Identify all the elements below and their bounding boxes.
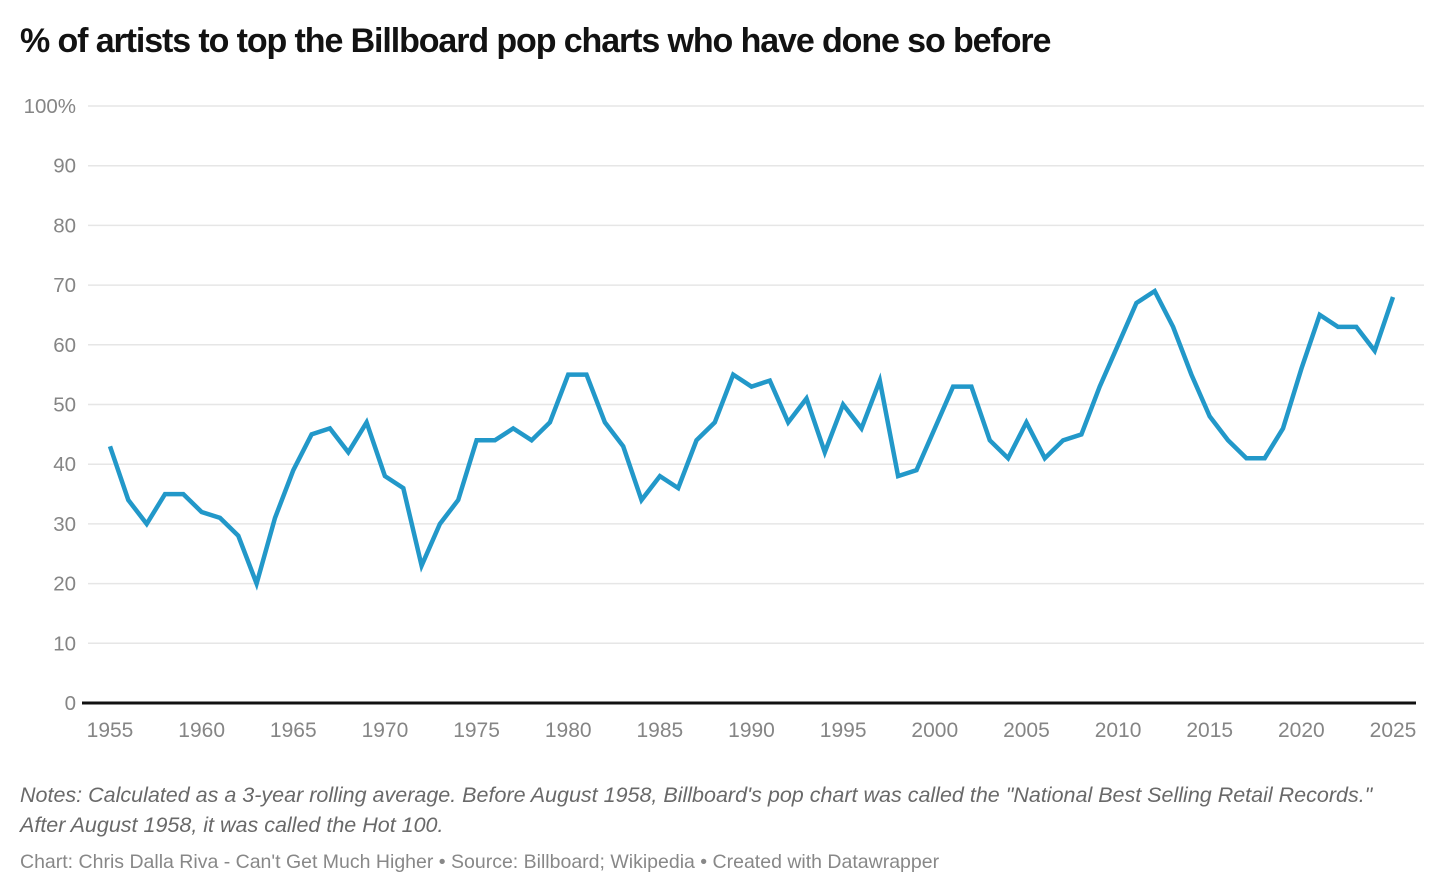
x-tick-label: 1965: [270, 719, 317, 742]
x-tick-label: 1990: [728, 719, 775, 742]
y-tick-label: 90: [53, 155, 76, 178]
chart-byline: Chart: Chris Dalla Riva - Can't Get Much…: [20, 851, 940, 873]
x-tick-label: 1980: [545, 719, 592, 742]
y-tick-label: 60: [53, 334, 76, 357]
x-tick-label: 1955: [87, 719, 134, 742]
y-tick-label: 10: [53, 632, 76, 655]
y-tick-label: 70: [53, 274, 76, 297]
y-tick-label: 80: [53, 214, 76, 237]
y-tick-label: 20: [53, 573, 76, 596]
line-chart: 0 10 20 30 40 50 60 70 80 90 100% 1955 1960 1965 1970 1…: [24, 95, 1424, 742]
y-tick-label: 40: [53, 453, 76, 476]
x-tick-label: 1975: [453, 719, 500, 742]
x-tick-label: 2005: [1003, 719, 1050, 742]
chart-title: % of artists to top the Billboard pop ch…: [20, 22, 1051, 60]
x-tick-label: 2020: [1278, 719, 1325, 742]
x-tick-label: 2010: [1095, 719, 1142, 742]
x-tick-label: 1995: [820, 719, 867, 742]
chart-notes: Notes: Calculated as a 3-year rolling av…: [20, 783, 1373, 837]
y-tick-label: 50: [53, 394, 76, 417]
y-tick-label: 0: [65, 692, 76, 715]
x-tick-label: 2015: [1186, 719, 1233, 742]
y-tick-label: 100%: [24, 95, 76, 118]
x-tick-label: 2000: [911, 719, 958, 742]
x-tick-label: 1960: [178, 719, 225, 742]
data-line-path: [107, 287, 1396, 591]
x-tick-label: 1985: [636, 719, 683, 742]
y-tick-label: 30: [53, 513, 76, 536]
x-tick-label: 1970: [362, 719, 409, 742]
x-tick-label: 2025: [1370, 719, 1417, 742]
